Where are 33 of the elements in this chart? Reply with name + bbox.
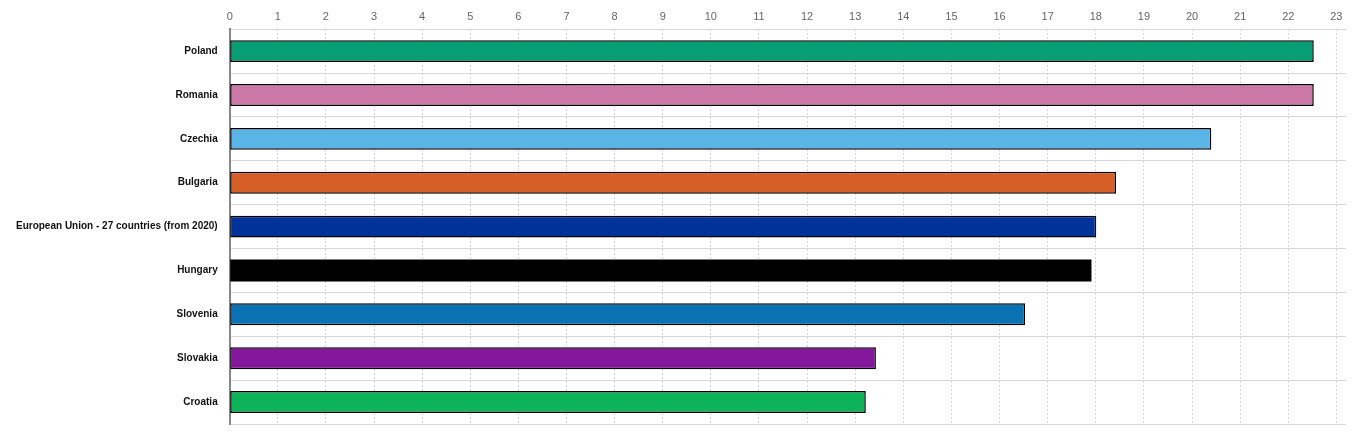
x-tick-label: 13 — [849, 9, 862, 22]
x-tick-label: 6 — [515, 9, 522, 22]
y-tick-label: Slovenia — [176, 308, 219, 320]
x-tick-label: 10 — [704, 9, 717, 22]
y-tick-label: European Union - 27 countries (from 2020) — [15, 220, 218, 232]
x-tick-label: 12 — [800, 9, 814, 22]
x-tick-label: 22 — [1282, 9, 1295, 22]
y-tick-label: Poland — [184, 44, 218, 56]
x-tick-label: 7 — [563, 9, 570, 22]
y-tick-label: Hungary — [177, 264, 219, 276]
x-tick-label: 20 — [1185, 9, 1199, 22]
y-tick-label: Bulgaria — [177, 176, 219, 188]
x-tick-label: 15 — [945, 9, 958, 22]
y-tick-label: Czechia — [179, 132, 219, 144]
x-tick-label: 2 — [322, 9, 329, 22]
y-tick-label: Romania — [175, 88, 219, 100]
x-tick-label: 0 — [226, 9, 233, 22]
x-tick-label: 19 — [1137, 9, 1151, 22]
x-tick-label: 14 — [897, 9, 910, 22]
x-tick-label: 18 — [1089, 9, 1102, 22]
x-tick-label: 16 — [993, 9, 1006, 22]
x-tick-label: 9 — [659, 9, 666, 22]
x-tick-label: 3 — [370, 9, 378, 22]
x-tick-label: 11 — [753, 9, 765, 22]
x-tick-label: 8 — [611, 9, 618, 22]
x-tick-label: 1 — [274, 9, 281, 22]
y-tick-label: Croatia — [183, 395, 219, 407]
x-tick-label: 5 — [467, 9, 474, 22]
x-tick-label: 17 — [1041, 9, 1054, 22]
y-tick-label: Slovakia — [177, 351, 219, 363]
x-tick-label: 23 — [1330, 9, 1343, 22]
x-tick-label: 4 — [419, 9, 426, 22]
x-tick-label: 21 — [1234, 9, 1247, 22]
